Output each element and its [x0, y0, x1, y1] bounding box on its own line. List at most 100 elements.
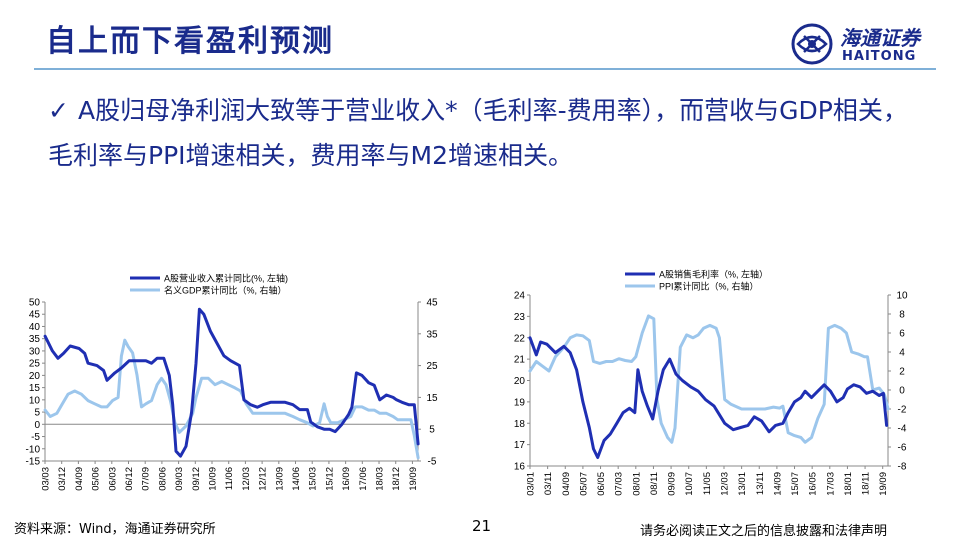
- x-tick-label-14: 13/09: [274, 467, 285, 491]
- right-tick-label-5: 0: [899, 386, 905, 397]
- right-tick-label-0: 45: [426, 298, 438, 309]
- x-tick-label-0: 03/01: [526, 472, 537, 496]
- x-tick-label-4: 06/03: [107, 467, 118, 491]
- x-tick-label-2: 04/09: [74, 467, 85, 491]
- x-tick-label-10: 11/05: [702, 472, 713, 495]
- x-tick-label-18: 18/01: [843, 472, 854, 496]
- right-tick-label-2: 6: [899, 329, 905, 340]
- left-tick-label-7: 15: [29, 383, 41, 394]
- x-tick-label-6: 08/01: [631, 472, 642, 496]
- haitong-logo: 海通证券 HAITONG: [790, 22, 940, 68]
- x-tick-label-12: 12/03: [241, 467, 252, 491]
- x-tick-label-13: 13/11: [755, 472, 766, 495]
- left-tick-label-3: 35: [29, 334, 41, 345]
- x-tick-label-1: 03/12: [57, 467, 68, 491]
- right-tick-label-5: -5: [428, 457, 437, 468]
- x-tick-label-10: 10/09: [208, 467, 219, 491]
- x-tick-label-20: 18/03: [375, 467, 386, 491]
- left-tick-label-12: -10: [26, 444, 41, 455]
- page-title: 自上而下看盈利预测: [46, 24, 334, 59]
- x-tick-label-4: 06/05: [596, 472, 607, 496]
- right-tick-label-9: -8: [898, 462, 907, 473]
- series-line-1: [528, 314, 890, 444]
- left-tick-label-7: 17: [514, 440, 526, 451]
- x-tick-label-13: 12/12: [258, 467, 269, 491]
- x-tick-label-1: 03/11: [543, 472, 554, 495]
- x-tick-label-16: 16/05: [808, 472, 819, 496]
- legend-label-0: A股销售毛利率（%, 左轴）: [659, 269, 768, 280]
- left-tick-label-4: 20: [514, 376, 526, 387]
- x-tick-label-20: 19/09: [878, 472, 889, 496]
- x-tick-label-8: 09/03: [174, 467, 185, 491]
- left-tick-label-3: 21: [514, 355, 526, 366]
- haitong-emblem-icon: [791, 23, 833, 65]
- x-tick-label-17: 15/12: [324, 467, 335, 491]
- right-tick-label-0: 10: [896, 291, 908, 302]
- x-tick-label-14: 14/09: [772, 472, 783, 496]
- right-tick-label-6: -2: [898, 405, 907, 416]
- x-tick-label-11: 11/06: [224, 467, 235, 490]
- left-tick-label-0: 24: [514, 291, 526, 302]
- x-tick-label-3: 05/07: [578, 472, 589, 496]
- chart-margin-ppi: A股销售毛利率（%, 左轴） PPI累计同比（%, 右轴） 24 23 22 21 20 19…: [490, 268, 950, 508]
- header-divider: [34, 68, 936, 70]
- right-tick-label-1: 8: [899, 310, 905, 321]
- right-tick-label-4: 2: [899, 367, 905, 378]
- left-tick-label-1: 45: [29, 310, 41, 321]
- left-tick-label-11: -5: [31, 432, 40, 443]
- x-tick-label-19: 18/11: [861, 472, 872, 495]
- chart-margin-ppi-svg: A股销售毛利率（%, 左轴）PPI累计同比（%, 右轴）242322212019…: [514, 269, 908, 496]
- left-tick-label-10: 0: [34, 420, 40, 431]
- left-tick-label-13: -15: [26, 457, 41, 468]
- left-tick-label-6: 20: [29, 371, 41, 382]
- x-tick-label-11: 12/03: [719, 472, 730, 496]
- page-number: 21: [472, 517, 492, 535]
- x-tick-label-6: 07/09: [141, 467, 152, 491]
- x-tick-label-8: 09/09: [667, 472, 678, 496]
- bullet-point: ✓ A股归母净利润大致等于营业收入*（毛利率-费用率），而营收与GDP相关，毛利率…: [48, 88, 928, 178]
- logo-text-cn: 海通证券: [840, 26, 920, 50]
- right-tick-label-3: 4: [899, 348, 905, 359]
- checkmark-icon: ✓: [48, 96, 69, 125]
- left-tick-label-8: 10: [29, 395, 41, 406]
- x-tick-label-18: 16/09: [341, 467, 352, 491]
- x-tick-label-7: 08/11: [649, 472, 660, 495]
- left-tick-label-4: 30: [29, 346, 41, 357]
- x-tick-label-15: 14/06: [291, 467, 302, 491]
- x-tick-label-0: 03/03: [40, 467, 51, 491]
- left-tick-label-2: 40: [29, 322, 41, 333]
- series-line-1: [43, 338, 420, 460]
- x-tick-label-9: 10/07: [684, 472, 695, 496]
- x-tick-label-12: 13/01: [737, 472, 748, 496]
- footer-disclaimer: 请务必阅读正文之后的信息披露和法律声明: [640, 524, 888, 539]
- footer-source: 资料来源：Wind，海通证券研究所: [14, 522, 216, 537]
- series-line-0: [43, 307, 420, 458]
- right-tick-label-8: -6: [898, 443, 907, 454]
- left-tick-label-2: 22: [514, 333, 526, 344]
- legend-label-1: PPI累计同比（%, 右轴）: [659, 281, 759, 292]
- left-tick-label-8: 16: [514, 462, 526, 473]
- bullet-text: A股归母净利润大致等于营业收入*（毛利率-费用率），而营收与GDP相关，毛利率与…: [48, 96, 908, 170]
- x-tick-label-5: 07/03: [614, 472, 625, 496]
- legend-label-1: 名义GDP累计同比（%, 右轴）: [164, 285, 287, 296]
- right-tick-label-1: 35: [426, 329, 438, 340]
- logo-text-en: HAITONG: [842, 49, 917, 64]
- right-tick-label-2: 25: [426, 361, 438, 372]
- x-tick-label-16: 15/03: [308, 467, 319, 491]
- right-tick-label-3: 15: [426, 393, 438, 404]
- series-line-0: [528, 336, 889, 459]
- left-tick-label-0: 50: [29, 298, 41, 309]
- chart-revenue-gdp: A股营业收入累计同比(%, 左轴) 名义GDP累计同比（%, 右轴） 50 45 40 3…: [0, 268, 470, 508]
- x-tick-label-17: 17/03: [825, 472, 836, 496]
- left-tick-label-5: 25: [29, 359, 41, 370]
- x-tick-label-19: 17/06: [358, 467, 369, 491]
- x-tick-label-7: 08/06: [157, 467, 168, 491]
- chart-revenue-gdp-svg: A股营业收入累计同比(%, 左轴)名义GDP累计同比（%, 右轴）5045403…: [26, 273, 438, 491]
- left-tick-label-5: 19: [514, 397, 526, 408]
- x-tick-label-2: 04/09: [561, 472, 572, 496]
- left-tick-label-6: 18: [514, 419, 526, 430]
- legend-label-0: A股营业收入累计同比(%, 左轴): [164, 273, 288, 284]
- right-tick-label-4: 5: [429, 425, 435, 436]
- x-tick-label-5: 06/12: [124, 467, 135, 491]
- x-tick-label-15: 15/07: [790, 472, 801, 496]
